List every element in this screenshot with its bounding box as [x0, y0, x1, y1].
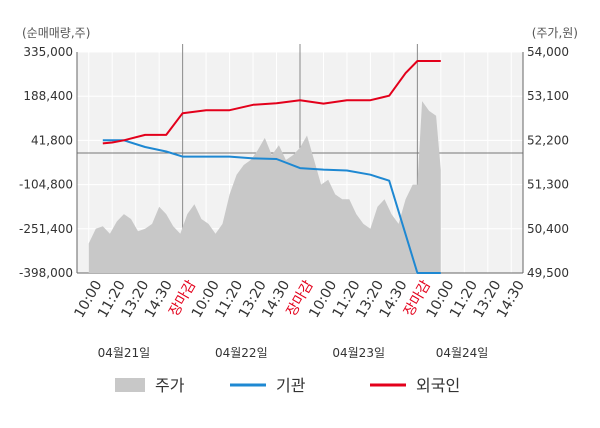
- series-lines: [102, 60, 441, 274]
- series-line-1: [102, 60, 441, 145]
- x-axis: 10:0011:2013:2014:30장마감10:0011:2013:2014…: [71, 278, 528, 321]
- right-tick-label: 49,500: [527, 266, 569, 280]
- left-tick-label: 41,800: [31, 133, 73, 147]
- left-tick-label: 335,000: [23, 45, 73, 59]
- left-tick-label: 188,400: [23, 89, 73, 103]
- right-tick-label: 54,000: [527, 45, 569, 59]
- left-axis-unit: (순매매량,주): [22, 26, 90, 40]
- left-tick-label: -104,800: [19, 178, 73, 192]
- right-tick-label: 50,400: [527, 222, 569, 236]
- date-labels: 04월21일 04월22일 04월23일 04월24일: [98, 346, 489, 360]
- right-tick-label: 51,300: [527, 178, 569, 192]
- price-area: [88, 101, 441, 273]
- legend-label: 외국인: [416, 376, 460, 395]
- price-area-path: [88, 101, 441, 273]
- series-line-0: [102, 139, 441, 274]
- right-axis-unit: (주가,원): [532, 26, 578, 40]
- date-label: 04월24일: [436, 346, 489, 360]
- legend: 주가 기관 외국인: [115, 376, 460, 395]
- right-tick-label: 53,100: [527, 89, 569, 103]
- legend-label: 주가: [155, 376, 185, 395]
- date-label: 04월22일: [215, 346, 268, 360]
- right-tick-label: 52,200: [527, 133, 569, 147]
- left-tick-label: -251,400: [19, 222, 73, 236]
- date-label: 04월21일: [98, 346, 151, 360]
- date-label: 04월23일: [332, 346, 385, 360]
- legend-label: 기관: [276, 376, 306, 395]
- left-tick-label: -398,000: [19, 266, 73, 280]
- left-axis: 335,000 188,400 41,800 -104,800 -251,400 -398…: [19, 45, 73, 280]
- legend-swatch-price: [115, 378, 145, 392]
- right-axis: 54,000 53,100 52,200 51,300 50,400 49,500: [527, 45, 569, 280]
